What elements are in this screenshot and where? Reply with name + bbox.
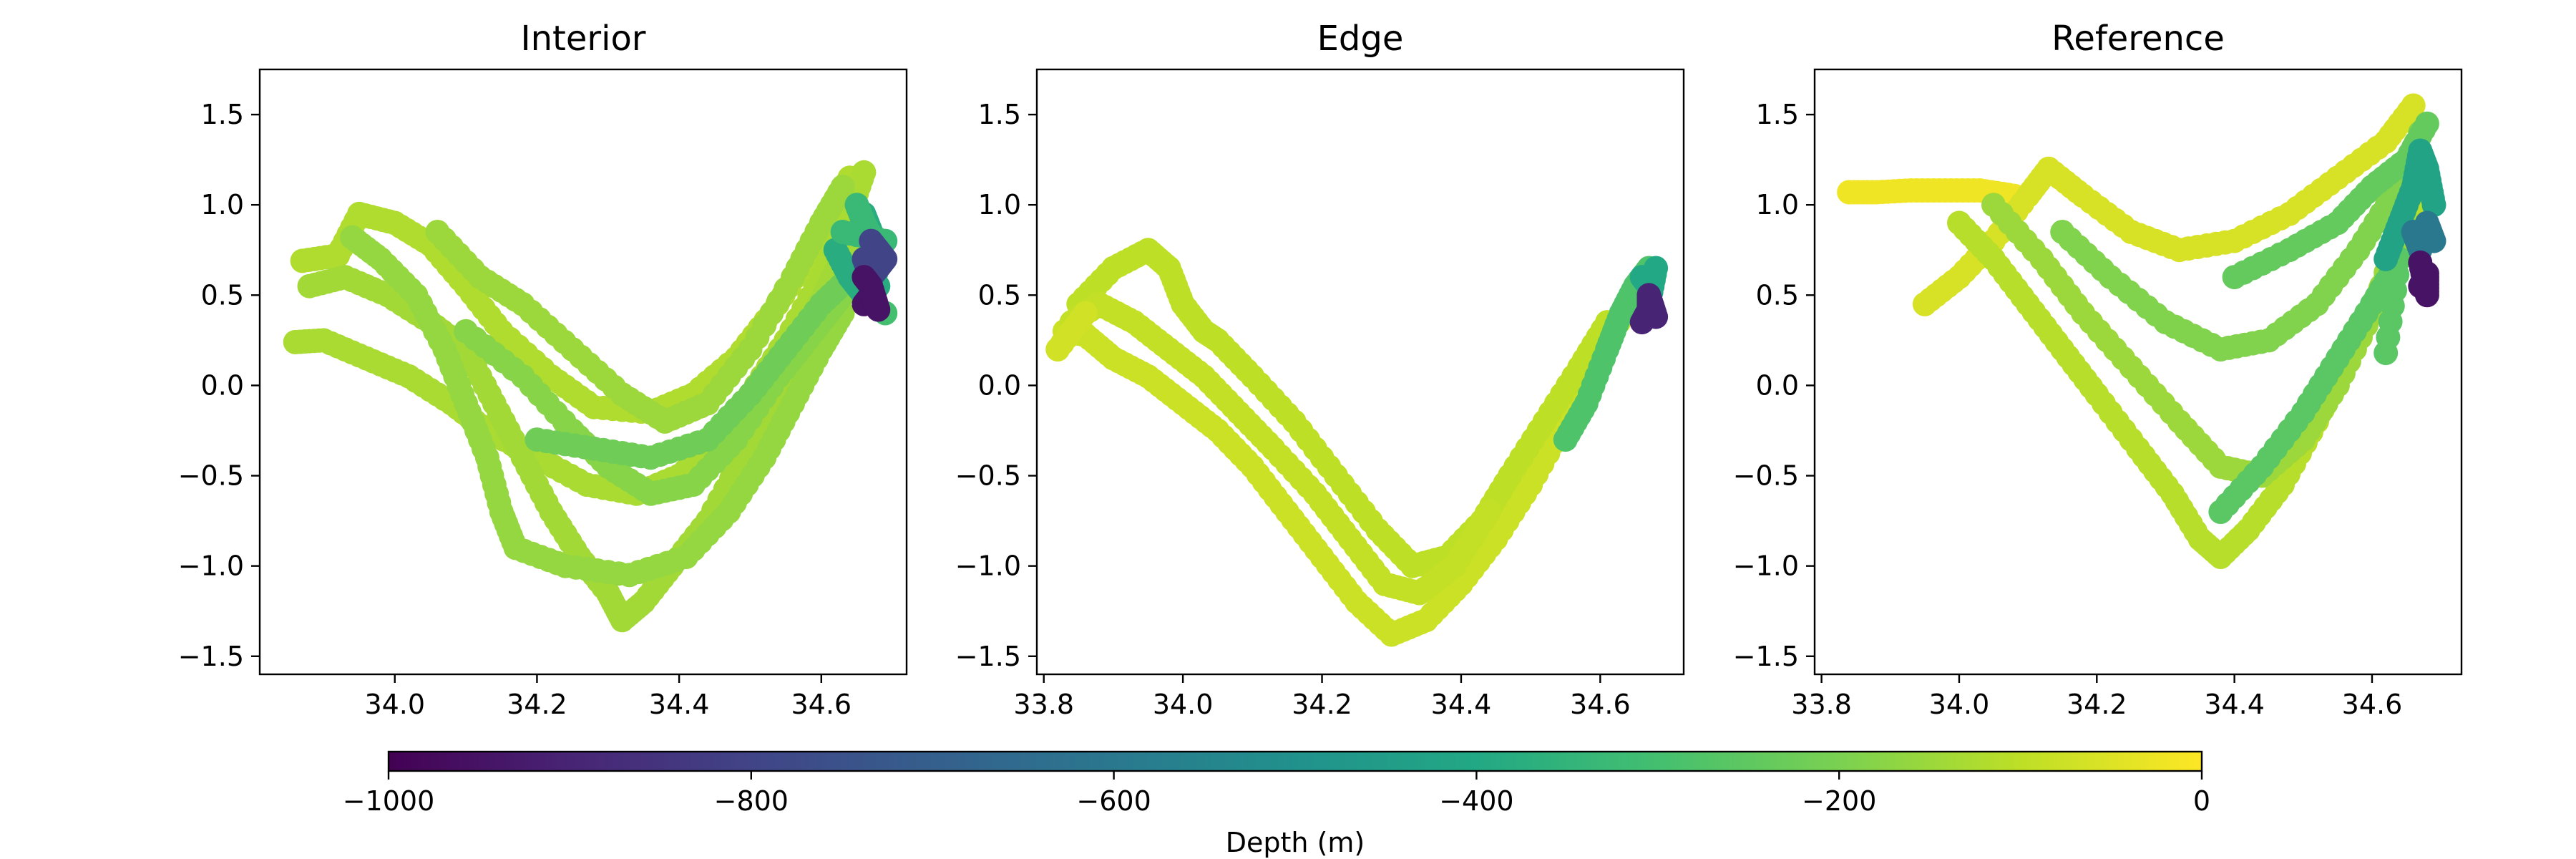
y-tick-label: 1.0	[201, 189, 244, 220]
x-tick-label: 34.2	[2067, 689, 2127, 720]
x-tick-label: 33.8	[1013, 689, 1074, 720]
colorbar-gradient	[387, 750, 2203, 772]
axis-frame-edge	[1035, 68, 1685, 676]
scatter-point	[1073, 301, 1098, 326]
scatter-point	[1644, 304, 1669, 329]
colorbar-tick-label: −200	[1802, 785, 1876, 817]
panel-title-interior: Interior	[520, 19, 645, 59]
scatter-point	[2414, 111, 2439, 136]
colorbar-tick-label: 0	[2193, 785, 2210, 817]
panel-title-edge: Edge	[1317, 19, 1404, 59]
y-tick-label: 1.0	[978, 189, 1021, 220]
x-tick-label: 34.2	[1292, 689, 1352, 720]
colorbar-tick-label: −600	[1076, 785, 1151, 817]
plot-area-reference: 33.8 34.0 34.2 34.4 34.6 −1.5 −1.0 −0.5 0.0 0.5 1.…	[1733, 93, 2446, 720]
scatter-points	[283, 160, 898, 633]
x-tick-label: 34.0	[1929, 689, 1990, 720]
y-tick-label: −1.5	[955, 641, 1021, 672]
x-tick-label: 34.6	[2342, 689, 2403, 720]
y-tick-label: 0.5	[1756, 279, 1799, 311]
y-tick-label: 1.5	[978, 99, 1021, 130]
x-tick-label: 34.4	[2204, 689, 2265, 720]
scatter-point	[830, 220, 855, 244]
y-tick-label: 0.0	[978, 369, 1021, 401]
panel-reference: Reference 33.8 34.0 34.2 34.4 34.6 −1.5 −1.0 −0…	[1733, 19, 2463, 720]
scatter-point	[2373, 341, 2399, 365]
scatter-point	[1476, 500, 1501, 524]
y-tick-label: 0.0	[201, 369, 244, 401]
y-tick-label: −1.5	[1733, 641, 1799, 672]
colorbar-tick-label: −800	[714, 785, 789, 817]
scatter-point	[2408, 250, 2433, 275]
y-tick-label: 0.5	[978, 279, 1021, 311]
scatter-point	[2421, 228, 2446, 253]
x-tick-label: 34.4	[1431, 689, 1492, 720]
y-tick-label: 0.0	[1756, 369, 1799, 401]
y-tick-label: −0.5	[1733, 460, 1799, 492]
colorbar: Depth (m) −1000 −800 −600 −400 −200 0	[343, 750, 2210, 858]
x-tick-label: 34.0	[1153, 689, 1214, 720]
scatter-point	[2401, 93, 2426, 118]
x-tick-label: 34.4	[649, 689, 710, 720]
y-tick-label: −1.5	[178, 641, 244, 672]
panel-edge: Edge 33.8 34.0 34.2 34.4 34.6 −1.5 −1.0 −0.5 0.0…	[955, 19, 1685, 720]
y-tick-label: 1.0	[1756, 189, 1799, 220]
plot-area-edge: 33.8 34.0 34.2 34.4 34.6 −1.5 −1.0 −0.5 0.0 0.5 1.…	[955, 99, 1669, 720]
x-tick-label: 33.8	[1791, 689, 1852, 720]
y-tick-label: 0.5	[201, 279, 244, 311]
y-tick-label: 1.5	[201, 99, 244, 130]
y-tick-label: −1.0	[1733, 550, 1799, 582]
colorbar-tick-label: −1000	[343, 785, 435, 817]
axis-frame-interior	[258, 68, 908, 676]
scatter-points	[1837, 93, 2446, 569]
scatter-point	[830, 175, 855, 199]
panel-title-reference: Reference	[2051, 19, 2225, 59]
y-tick-label: −1.0	[178, 550, 244, 582]
x-tick-label: 34.6	[791, 689, 852, 720]
colorbar-tick-label: −400	[1439, 785, 1513, 817]
scatter-points	[1045, 238, 1669, 647]
y-tick-label: −0.5	[955, 460, 1021, 492]
scatter-point	[852, 265, 877, 290]
y-tick-label: −1.0	[955, 550, 1021, 582]
scatter-point	[852, 160, 877, 185]
x-tick-label: 34.6	[1570, 689, 1631, 720]
x-tick-label: 34.0	[364, 689, 425, 720]
axis-frame-reference	[1813, 68, 2463, 676]
panel-interior: Interior 34.0 34.2 34.4 34.6 −1.5 −1.0 −0.5 0.0…	[178, 19, 908, 720]
scatter-point	[859, 228, 884, 253]
y-tick-label: 1.5	[1756, 99, 1799, 130]
y-tick-label: −0.5	[178, 460, 244, 492]
colorbar-label: Depth (m)	[1226, 827, 1365, 858]
x-tick-label: 34.2	[507, 689, 567, 720]
plot-area-interior: 34.0 34.2 34.4 34.6 −1.5 −1.0 −0.5 0.0 0.5 1.0 1.5	[178, 99, 898, 720]
